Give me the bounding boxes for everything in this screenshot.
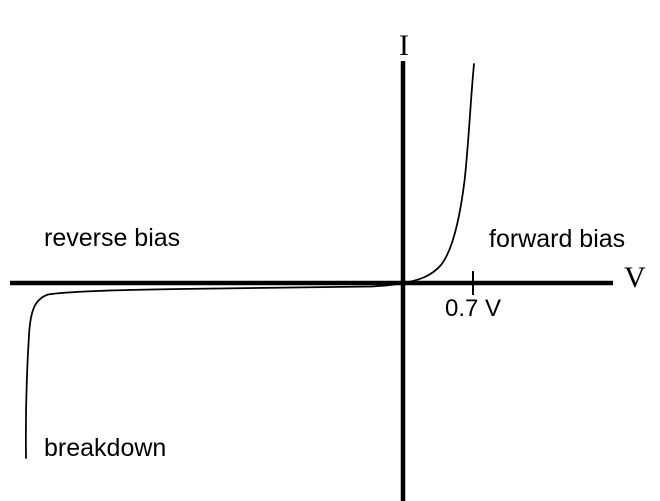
i-axis-label: I [399,29,409,62]
forward-bias-label: forward bias [489,225,626,253]
tick-0-7v-label: 0.7 V [444,295,502,322]
diode-curve [25,63,475,459]
breakdown-label: breakdown [44,434,167,462]
reverse-bias-label: reverse bias [44,224,181,252]
v-axis-label: V [624,261,646,294]
